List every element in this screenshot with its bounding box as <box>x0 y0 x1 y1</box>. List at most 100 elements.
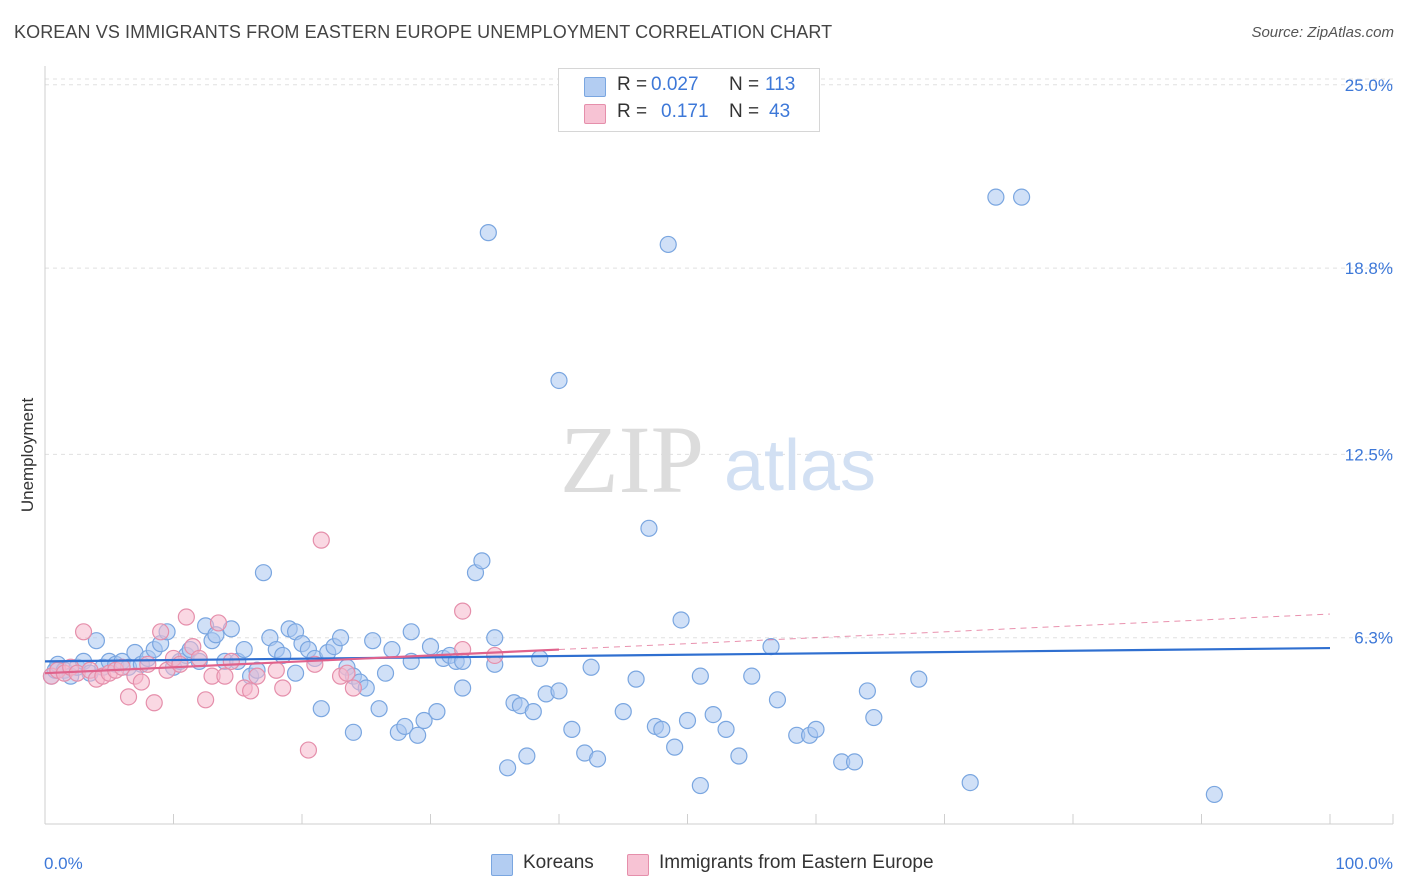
korean-point <box>518 747 536 765</box>
n-value: 43 <box>769 101 791 122</box>
korean-point <box>286 664 305 682</box>
eastern-europe-point <box>454 602 472 620</box>
korean-point <box>717 720 735 738</box>
gridlines <box>45 78 1393 639</box>
y-tick-label: 12.5% <box>1345 445 1393 464</box>
eastern-europe-point <box>312 531 330 549</box>
n-value: 113 <box>765 74 796 95</box>
korean-point <box>499 759 517 777</box>
eastern-europe-swatch <box>584 104 606 124</box>
eastern-europe-swatch <box>627 854 649 876</box>
axes <box>44 66 1394 825</box>
y-tick-label: 25.0% <box>1345 76 1393 95</box>
korean-point <box>582 658 600 676</box>
korean-point <box>383 640 401 659</box>
x-tick-label: 0.0% <box>44 854 83 873</box>
eastern-europe-point <box>171 655 189 673</box>
x-tick-label: 100.0% <box>1335 854 1393 873</box>
legend-label: Immigrants from Eastern Europe <box>659 852 934 873</box>
n-label: N = <box>729 74 760 95</box>
eastern-europe-point <box>274 679 292 697</box>
korean-point <box>768 691 787 709</box>
r-label: R = <box>617 101 648 122</box>
korean-point <box>531 649 549 668</box>
korean-point <box>743 667 761 685</box>
eastern-europe-point <box>197 691 215 709</box>
korean-point <box>454 679 472 697</box>
korean-point <box>364 632 382 650</box>
korean-point <box>691 667 709 685</box>
korean-point <box>428 703 446 721</box>
korean-point <box>961 774 979 792</box>
korean-point <box>402 623 420 641</box>
r-label: R = <box>617 74 648 95</box>
korean-point <box>659 235 677 254</box>
korean-point <box>344 723 362 741</box>
chart-title: KOREAN VS IMMIGRANTS FROM EASTERN EUROPE… <box>14 22 833 42</box>
eastern-europe-point <box>152 623 170 641</box>
legend-label: Koreans <box>523 852 594 873</box>
koreans-swatch <box>491 854 513 876</box>
korean-point <box>730 747 748 765</box>
korean-point <box>550 371 568 390</box>
correlation-legend: R = 0.027 N = 113 R = 0.171 N = 43 <box>558 68 820 132</box>
eastern-europe-point <box>338 664 356 682</box>
r-value: 0.027 <box>651 74 699 95</box>
korean-point <box>415 711 433 730</box>
koreans-trend-line <box>44 646 1331 663</box>
eastern-europe-point <box>119 688 138 706</box>
korean-point <box>421 637 440 656</box>
eastern-europe-point <box>216 667 234 685</box>
korean-point <box>331 629 350 647</box>
korean-point <box>524 703 542 721</box>
eastern-europe-point <box>132 673 150 691</box>
korean-point <box>666 738 684 756</box>
koreans-swatch <box>584 77 606 97</box>
n-label: N = <box>729 101 760 122</box>
eastern-europe-point <box>113 658 131 676</box>
korean-point <box>865 708 883 727</box>
korean-point <box>672 611 690 629</box>
korean-point <box>550 682 568 700</box>
trend-lines <box>44 613 1331 675</box>
eastern-europe-point <box>145 694 163 712</box>
eastern-europe-point <box>139 655 157 673</box>
korean-point <box>1205 785 1223 804</box>
korean-point <box>409 726 427 744</box>
watermark-zip: ZIP <box>560 406 704 513</box>
eastern-europe-point <box>248 667 266 685</box>
korean-point <box>910 670 928 688</box>
korean-point <box>312 700 330 718</box>
korean-point <box>653 720 671 738</box>
korean-point <box>486 629 504 647</box>
eastern-europe-point <box>267 661 285 679</box>
korean-point <box>704 705 722 724</box>
korean-point <box>1012 188 1031 206</box>
tick-labels: 6.3% 12.5% 18.8% 25.0% 0.0% 100.0% <box>44 76 1393 873</box>
korean-point <box>762 637 780 656</box>
source-label: Source: ZipAtlas.com <box>1251 24 1394 41</box>
eastern-europe-trend-extension <box>558 613 1331 651</box>
y-tick-label: 6.3% <box>1354 629 1393 648</box>
korean-point <box>614 703 632 721</box>
eastern-europe-point <box>299 741 318 759</box>
eastern-europe-point <box>242 682 260 700</box>
y-tick-label: 18.8% <box>1345 259 1393 278</box>
eastern-europe-point <box>222 652 240 670</box>
korean-point <box>396 717 414 736</box>
eastern-europe-point <box>344 679 362 697</box>
eastern-europe-point <box>486 646 504 665</box>
korean-point <box>640 519 658 537</box>
korean-point <box>691 776 709 795</box>
eastern-europe-point <box>209 614 228 632</box>
korean-point <box>370 700 388 718</box>
watermark-atlas: atlas <box>724 426 876 506</box>
korean-point <box>807 720 825 738</box>
korean-point <box>235 640 253 659</box>
eastern-europe-point <box>190 649 208 668</box>
korean-point <box>845 753 864 771</box>
eastern-europe-point <box>74 623 93 641</box>
eastern-europe-point <box>177 608 195 626</box>
korean-point <box>87 632 106 650</box>
